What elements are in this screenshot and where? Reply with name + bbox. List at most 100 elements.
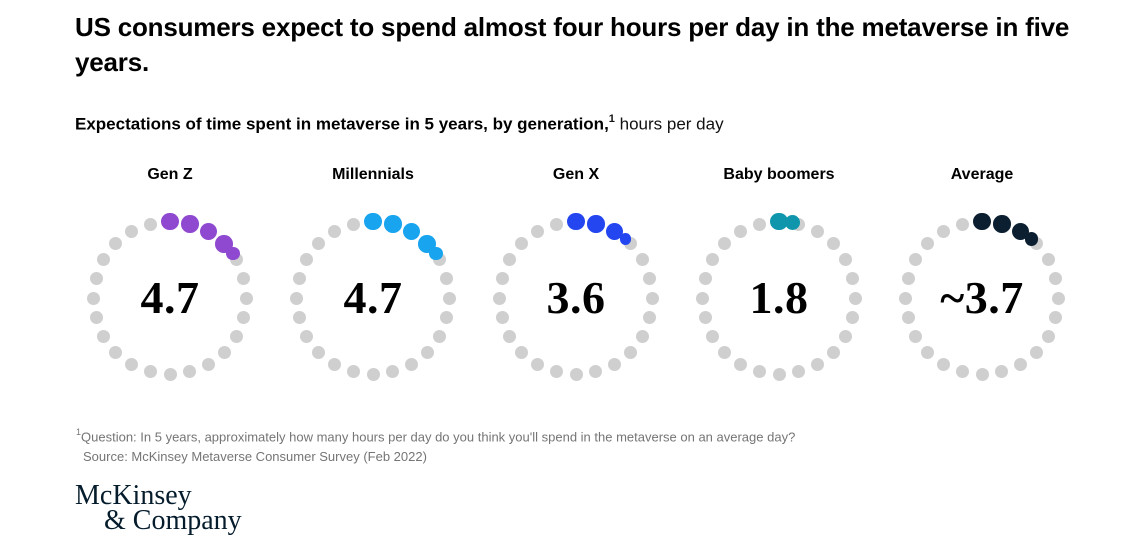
chart-subtitle: Expectations of time spent in metaverse … (75, 113, 724, 135)
hour-dot-partial (619, 233, 632, 245)
hour-dot-empty (921, 237, 935, 251)
hour-dot-partial (1024, 232, 1039, 246)
chart-value: ~3.7 (940, 272, 1024, 323)
chart-group: Baby boomers 1.8 (677, 160, 881, 412)
chart-value: 4.7 (140, 272, 200, 323)
hour-dot-empty (531, 357, 545, 371)
hour-dot-empty (163, 368, 177, 381)
chart-value: 1.8 (749, 272, 809, 323)
hour-dot-empty (810, 357, 824, 371)
chart-label: Gen Z (147, 166, 193, 183)
chart-label: Gen X (552, 166, 600, 183)
hour-dot-filled (181, 215, 199, 233)
hour-dot-empty (217, 345, 231, 359)
hour-dot-empty (432, 329, 446, 343)
hour-dot-empty (290, 291, 303, 305)
dot-ring (474, 160, 678, 412)
hour-dot-empty (752, 365, 766, 379)
subtitle-bold-text: Expectations of time spent in metaverse … (75, 114, 609, 134)
hour-dot-empty (549, 365, 563, 379)
hour-dot-empty (346, 217, 360, 231)
chart-group: Gen X 3.6 (474, 160, 678, 412)
hour-dot-empty (826, 345, 840, 359)
subtitle-unit-text: hours per day (614, 114, 724, 134)
hour-dot-partial (429, 247, 443, 261)
page-title: US consumers expect to spend almost four… (75, 12, 1070, 77)
subtitle-footnote-marker: 1 (608, 113, 615, 125)
hour-dot-empty (386, 365, 400, 379)
hour-dot-partial (226, 247, 240, 261)
hour-dot-empty (718, 237, 732, 251)
hour-dot-empty (109, 345, 123, 359)
hour-dot-empty (646, 291, 659, 305)
hour-dot-empty (292, 271, 306, 285)
hour-dot-empty (901, 311, 915, 325)
hour-dot-empty (696, 291, 709, 305)
hour-dot-filled (1011, 222, 1029, 241)
hour-dot-empty (503, 253, 517, 267)
hour-dot-empty (589, 365, 603, 379)
hour-dot-empty (109, 237, 123, 251)
hour-dot-empty (312, 237, 326, 251)
hour-dot-filled (605, 222, 623, 241)
footnote-superscript: 1 (76, 427, 82, 437)
logo-line-2: & Company (104, 505, 242, 536)
hour-dot-empty (909, 329, 923, 343)
hour-dot-empty (792, 365, 806, 379)
hour-dot-empty (346, 365, 360, 379)
hour-dot-empty (1041, 329, 1055, 343)
hour-dot-empty (300, 253, 314, 267)
dot-ring (880, 160, 1084, 412)
hour-dot-empty (143, 365, 157, 379)
hour-dot-empty (515, 345, 529, 359)
chart-group: Millennials 4.7 (271, 160, 475, 412)
hour-dot-empty (899, 291, 912, 305)
hour-dot-filled (161, 212, 179, 231)
hour-dot-empty (143, 217, 157, 231)
hour-dot-empty (901, 271, 915, 285)
hour-dot-empty (752, 217, 766, 231)
hour-dot-empty (366, 368, 380, 381)
hour-dot-filled (973, 212, 991, 231)
chart-label: Average (950, 166, 1014, 183)
hour-dot-empty (1041, 253, 1055, 267)
hour-dot-empty (531, 225, 545, 239)
hour-dot-empty (826, 237, 840, 251)
hour-dot-empty (635, 329, 649, 343)
hour-dot-empty (1049, 311, 1063, 325)
chart-group: Gen Z 4.7 (68, 160, 272, 412)
chart-group: Average ~3.7 (880, 160, 1084, 412)
hour-dot-empty (125, 357, 139, 371)
hour-dot-empty (810, 225, 824, 239)
hour-dot-empty (921, 345, 935, 359)
hour-dot-empty (734, 225, 748, 239)
hour-dot-empty (240, 291, 253, 305)
hour-dot-empty (718, 345, 732, 359)
hour-dot-empty (569, 368, 583, 381)
hour-dot-empty (734, 357, 748, 371)
hour-dot-empty (125, 225, 139, 239)
hour-dot-filled (587, 215, 605, 233)
hour-dot-empty (87, 291, 100, 305)
footnote-question-text: Question: In 5 years, approximately how … (81, 429, 796, 445)
hour-dot-empty (1029, 345, 1043, 359)
hour-dot-empty (495, 271, 509, 285)
hour-dot-empty (495, 311, 509, 325)
mckinsey-logo: McKinsey & Company (75, 482, 242, 536)
hour-dot-empty (183, 365, 197, 379)
chart-value: 4.7 (343, 272, 403, 323)
hour-dot-empty (97, 253, 111, 267)
hour-dot-empty (237, 311, 251, 325)
hour-dot-empty (706, 253, 720, 267)
hour-dot-partial (784, 214, 800, 230)
hour-dot-empty (1049, 271, 1063, 285)
dot-ring (677, 160, 881, 412)
hour-dot-filled (199, 222, 217, 241)
hour-dot-filled (364, 212, 382, 231)
footnote: 1Question: In 5 years, approximately how… (76, 423, 795, 467)
hour-dot-empty (706, 329, 720, 343)
hour-dot-empty (443, 291, 456, 305)
hour-dot-filled (567, 212, 585, 231)
hour-dot-empty (623, 345, 637, 359)
